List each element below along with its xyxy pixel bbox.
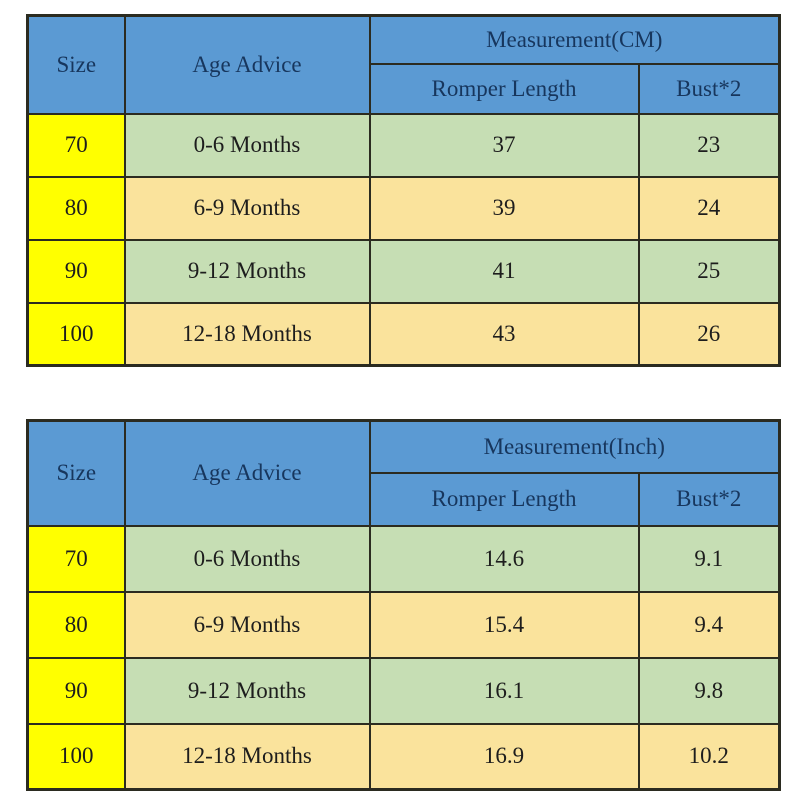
size-cell: 90 <box>26 656 126 725</box>
length-cell: 16.1 <box>368 656 640 725</box>
header-bust: Bust*2 <box>637 62 781 115</box>
table-row-size-70: 70 0-6 Months 37 23 <box>26 112 781 178</box>
table-row-size-90: 90 9-12 Months 16.1 9.8 <box>26 656 781 725</box>
header-age-advice: Age Advice <box>123 419 371 527</box>
size-table-cm: Size Age Advice Measurement(CM) Romper L… <box>26 14 782 367</box>
age-cell: 9-12 Months <box>123 238 371 304</box>
header-romper-length: Romper Length <box>368 471 640 527</box>
length-cell: 16.9 <box>368 722 640 791</box>
age-cell: 6-9 Months <box>123 590 371 659</box>
age-cell: 0-6 Months <box>123 524 371 593</box>
size-cell: 70 <box>26 112 126 178</box>
size-cell: 90 <box>26 238 126 304</box>
table-row-size-80: 80 6-9 Months 39 24 <box>26 175 781 241</box>
size-cell: 80 <box>26 175 126 241</box>
size-table-inch: Size Age Advice Measurement(Inch) Romper… <box>26 419 781 791</box>
length-cell: 14.6 <box>368 524 640 593</box>
header-bust: Bust*2 <box>637 471 781 527</box>
table-row-size-100: 100 12-18 Months 43 26 <box>26 301 781 367</box>
bust-cell: 9.4 <box>637 590 781 659</box>
age-cell: 12-18 Months <box>123 301 371 367</box>
table-row-size-80: 80 6-9 Months 15.4 9.4 <box>26 590 781 659</box>
length-cell: 37 <box>368 112 640 178</box>
size-cell: 100 <box>26 722 126 791</box>
length-cell: 43 <box>368 301 640 367</box>
age-cell: 6-9 Months <box>123 175 371 241</box>
header-row-main: Size Age Advice Measurement(CM) <box>26 14 781 115</box>
length-cell: 15.4 <box>368 590 640 659</box>
length-cell: 41 <box>368 238 640 304</box>
table-row-size-90: 90 9-12 Months 41 25 <box>26 238 781 304</box>
bust-cell: 9.8 <box>637 656 781 725</box>
header-measurement-cm: Measurement(CM) <box>368 14 781 65</box>
header-row-sub: Romper Length Bust*2 <box>28 62 781 115</box>
size-cell: 80 <box>26 590 126 659</box>
table-row-size-100: 100 12-18 Months 16.9 10.2 <box>26 722 781 791</box>
bust-cell: 25 <box>637 238 781 304</box>
header-row-sub: Romper Length Bust*2 <box>28 471 781 527</box>
length-cell: 39 <box>368 175 640 241</box>
header-size: Size <box>26 419 126 527</box>
age-cell: 12-18 Months <box>123 722 371 791</box>
header-romper-length: Romper Length <box>368 62 640 115</box>
bust-cell: 24 <box>637 175 781 241</box>
header-row-main: Size Age Advice Measurement(Inch) <box>26 419 781 527</box>
size-cell: 100 <box>26 301 126 367</box>
header-age-advice: Age Advice <box>123 14 371 115</box>
size-chart-page: Size Age Advice Measurement(CM) Romper L… <box>0 14 800 800</box>
age-cell: 9-12 Months <box>123 656 371 725</box>
header-size: Size <box>26 14 126 115</box>
bust-cell: 9.1 <box>637 524 781 593</box>
size-cell: 70 <box>26 524 126 593</box>
bust-cell: 23 <box>637 112 781 178</box>
bust-cell: 26 <box>637 301 781 367</box>
header-measurement-inch: Measurement(Inch) <box>368 419 781 474</box>
age-cell: 0-6 Months <box>123 112 371 178</box>
bust-cell: 10.2 <box>637 722 781 791</box>
table-row-size-70: 70 0-6 Months 14.6 9.1 <box>26 524 781 593</box>
